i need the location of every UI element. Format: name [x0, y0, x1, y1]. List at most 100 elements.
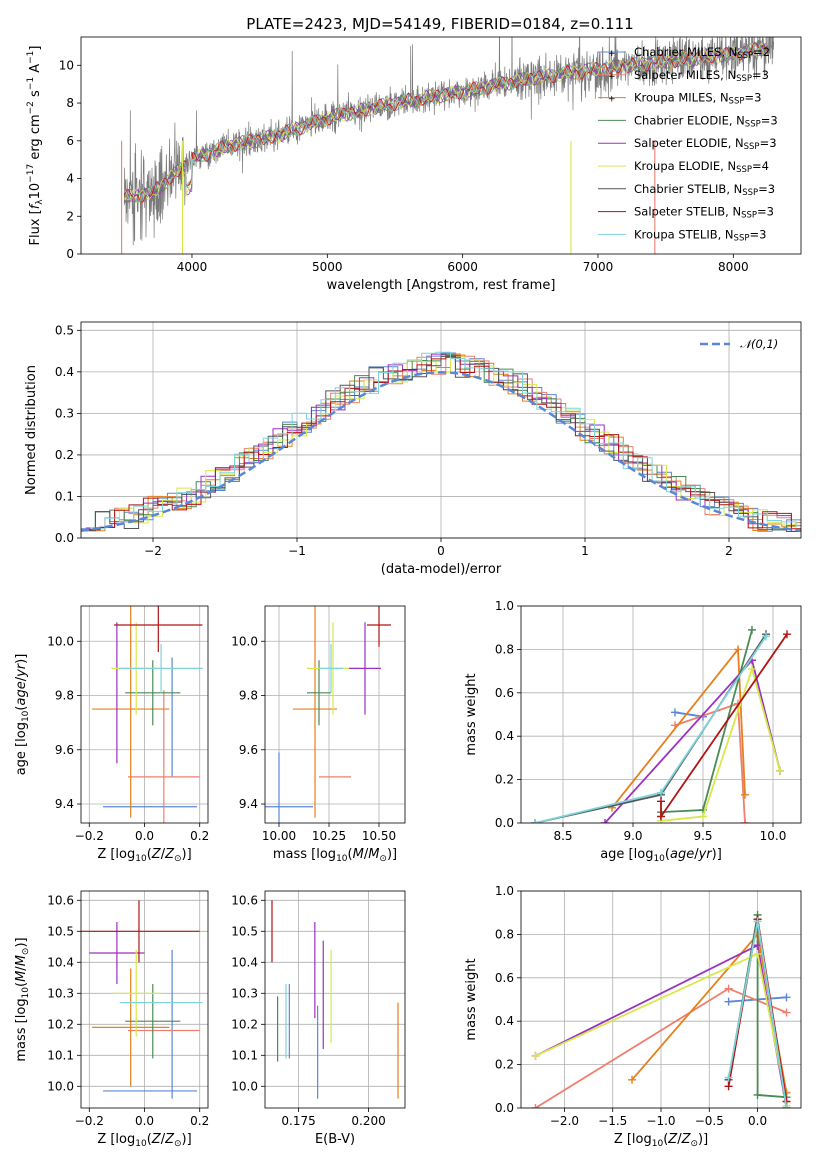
plot-age-vs-mass	[265, 606, 391, 823]
model-spectrum	[123, 44, 767, 203]
weight-marker	[724, 1082, 733, 1091]
frame-mass-vs-Z: −0.2 0.0 0.2 10.0 10.1 10.2 10.3 10.4 10.5 10.6 Z …	[14, 890, 209, 1149]
axes-frame	[80, 890, 209, 1109]
x-tick-label: 10.50	[362, 829, 396, 843]
y-tick-label: 0.2	[495, 773, 514, 787]
y-tick-label: 0.4	[495, 1014, 514, 1028]
y-axis-label: Flux [fλ10−17 erg cm−2 s−1 A−1]	[26, 46, 45, 246]
y-tick-label: 10.1	[47, 1048, 74, 1062]
histogram-step	[81, 355, 801, 532]
x-tick-label: 0.175	[281, 1114, 315, 1128]
y-axis-label: mass weight	[464, 673, 479, 755]
x-axis-label: Z [log10(Z/Z⊙)]	[97, 1132, 191, 1149]
y-axis-label: Normed distribution	[24, 365, 39, 495]
errorbar-point	[367, 606, 391, 647]
frame-spectrum: 4000 5000 6000 7000 8000 0 2 4 6 8 10 wavelength [A…	[26, 36, 802, 293]
errorbar-point	[125, 984, 181, 1059]
weight-line	[674, 711, 704, 718]
x-tick-label: 10.00	[262, 829, 296, 843]
errorbar-point	[349, 622, 381, 715]
y-tick-label: 9.8	[55, 689, 74, 703]
x-tick-label: 4000	[177, 260, 208, 274]
y-tick-label: 0.1	[55, 489, 74, 503]
histogram-step	[90, 356, 801, 530]
y-tick-label: 10.0	[231, 1079, 258, 1093]
weight-marker	[782, 1008, 791, 1017]
y-tick-label: 10.4	[231, 955, 258, 969]
legend-entry: Salpeter ELODIE, NSSP=3	[634, 136, 777, 152]
y-tick-label: 9.4	[239, 797, 258, 811]
y-tick-label: 9.8	[239, 689, 258, 703]
axes-frame	[520, 890, 802, 1109]
panel-mass-weight-vs-Z: −2.0 −1.5 −1.0 −0.5 0.0 0.0 0.2 0.4 0.6 0.8 1.0 Z […	[464, 884, 802, 1149]
weight-series	[657, 664, 784, 823]
x-tick-label: 6000	[447, 260, 478, 274]
weight-marker	[671, 708, 679, 717]
weight-marker	[734, 645, 742, 654]
model-spectrum	[124, 43, 767, 201]
legend-entry: Chabrier MILES, NSSP=2	[634, 45, 770, 61]
y-tick-label: 0.2	[55, 448, 74, 462]
y-tick-label: 10.0	[47, 634, 74, 648]
panel-age-vs-Z: −0.2 0.0 0.2 9.4 9.6 9.8 10.0 Z [log10(Z/Z⊙)] ag…	[14, 605, 209, 864]
x-tick-label: 7000	[583, 260, 614, 274]
frame-age-vs-mass: 10.00 10.25 10.50 9.4 9.6 9.8 10.0 mass [log10(…	[231, 605, 406, 864]
x-tick-label: 9.0	[623, 829, 642, 843]
y-tick-label: 10.2	[47, 1017, 74, 1031]
weight-marker	[657, 797, 665, 806]
x-tick-label: 0.2	[190, 829, 209, 843]
errorbar-point	[89, 922, 145, 984]
x-tick-label: 2	[725, 544, 733, 558]
weight-marker	[531, 819, 539, 823]
x-tick-label: 8.5	[553, 829, 572, 843]
weight-line	[604, 658, 781, 823]
y-tick-label: 0.0	[495, 816, 514, 830]
y-tick-label: 0.5	[55, 323, 74, 337]
errorbar-point	[92, 606, 170, 818]
x-tick-label: −2.0	[550, 1114, 579, 1128]
x-axis-label: E(B-V)	[315, 1132, 355, 1147]
errorbar-point	[293, 606, 337, 818]
x-tick-label: −1.5	[598, 1114, 627, 1128]
model-spectrum	[123, 42, 767, 204]
x-axis-label: Z [log10(Z/Z⊙)]	[614, 1132, 708, 1149]
weight-marker	[783, 630, 791, 639]
panel-mass-vs-ebv: 0.175 0.200 10.0 10.1 10.2 10.3 10.4 10.5 10.6 E(…	[231, 890, 406, 1147]
y-tick-label: 0.3	[55, 406, 74, 420]
plot-residual-histogram	[81, 351, 801, 532]
normal-reference-curve	[81, 371, 801, 532]
x-axis-label: age [log10(age/yr)]	[600, 847, 722, 864]
grid-age-vs-mass	[265, 606, 405, 823]
x-tick-label: 10.25	[312, 829, 346, 843]
errorbar-point	[92, 968, 170, 1087]
frame-mass-weight-vs-Z: −2.0 −1.5 −1.0 −0.5 0.0 0.0 0.2 0.4 0.6 0.8 1.0 Z […	[464, 884, 802, 1149]
weight-marker	[657, 812, 665, 821]
weight-marker	[699, 812, 707, 821]
x-tick-label: 0	[437, 544, 445, 558]
y-tick-label: 10.3	[231, 986, 258, 1000]
plot-age-vs-Z	[92, 606, 203, 823]
y-tick-label: 0.8	[495, 927, 514, 941]
plot-spectrum	[121, 37, 775, 254]
y-tick-label: 10.6	[47, 893, 74, 907]
legend-marker: +	[608, 49, 616, 59]
y-tick-label: 0.0	[55, 531, 74, 545]
plot-mass-vs-ebv	[271, 900, 399, 1099]
y-tick-label: 0	[66, 247, 74, 261]
x-tick-label: −0.2	[75, 1114, 104, 1128]
legend-entry: Chabrier STELIB, NSSP=3	[634, 182, 775, 198]
weight-marker	[753, 1090, 762, 1099]
y-tick-label: 1.0	[495, 599, 514, 613]
weight-marker	[748, 664, 756, 673]
y-tick-label: 10.5	[47, 924, 74, 938]
y-tick-label: 4	[66, 172, 74, 186]
y-tick-label: 0.0	[495, 1101, 514, 1115]
y-tick-label: 10.4	[47, 955, 74, 969]
panel-residual-histogram: −2 −1 0 1 2 0.0 0.1 0.2 0.3 0.4 0.5 𝒩(0,1) (data-mod…	[24, 321, 802, 577]
errorbar-point	[307, 660, 331, 726]
weight-marker	[753, 941, 762, 950]
panel-mass-vs-Z: −0.2 0.0 0.2 10.0 10.1 10.2 10.3 10.4 10.5 10.6 Z …	[14, 890, 209, 1149]
spectrum-legend: + Chabrier MILES, NSSP=2 + Salpeter MILES, …	[598, 45, 778, 243]
panel-mass-weight-vs-age: 8.5 9.0 9.5 10.0 0.0 0.2 0.4 0.6 0.8 1.0 age [log1…	[464, 599, 802, 864]
x-tick-label: 8000	[718, 260, 749, 274]
